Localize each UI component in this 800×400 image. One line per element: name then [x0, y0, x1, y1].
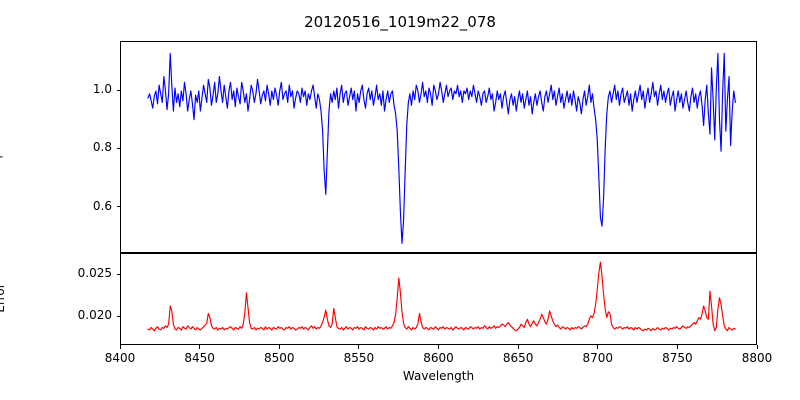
error-line-series — [121, 254, 756, 344]
x-tickmark — [676, 345, 678, 349]
figure-title: 20120516_1019m22_078 — [304, 13, 496, 31]
spectrum-axes — [120, 41, 757, 253]
x-tick-label: 8450 — [184, 351, 215, 365]
error-axes — [120, 253, 757, 345]
x-tick-label: 8500 — [263, 351, 295, 365]
spectrum-y-tickmark — [116, 147, 120, 150]
x-tick-label: 8550 — [343, 351, 375, 365]
error-y-tick-label: 0.025 — [77, 266, 112, 281]
error-y-tickmark — [116, 315, 120, 317]
x-tickmark — [438, 345, 440, 349]
spectrum-y-tick-label: 1.0 — [92, 82, 112, 97]
x-tickmark — [756, 345, 758, 349]
x-tick-label: 8750 — [662, 351, 693, 365]
spectrum-y-tickmark — [116, 206, 120, 208]
x-tickmark — [597, 345, 599, 349]
x-tick-label: 8600 — [423, 351, 454, 365]
error-y-axis-label: Error — [0, 283, 7, 313]
error-y-tickmark — [116, 273, 120, 275]
x-tickmark — [278, 345, 280, 349]
spectrum-y-tick-label: 0.8 — [92, 140, 112, 155]
x-axis-label: Wavelength — [402, 369, 475, 383]
x-tickmark — [358, 345, 360, 349]
x-tickmark — [517, 345, 519, 349]
spectrum-y-tickmark — [116, 89, 120, 91]
x-tick-label: 8650 — [502, 351, 534, 365]
x-tick-label: 8400 — [104, 351, 136, 365]
spectrum-y-axis-label: Spectrum — [0, 107, 3, 167]
error-y-tick-label: 0.020 — [77, 308, 112, 323]
x-tickmark — [199, 345, 201, 349]
x-tick-label: 8700 — [582, 351, 614, 365]
spectrum-line-series — [121, 42, 756, 252]
x-tick-label: 8800 — [741, 351, 773, 365]
spectrum-y-tick-label: 0.6 — [92, 198, 112, 213]
x-tickmark — [119, 345, 121, 349]
